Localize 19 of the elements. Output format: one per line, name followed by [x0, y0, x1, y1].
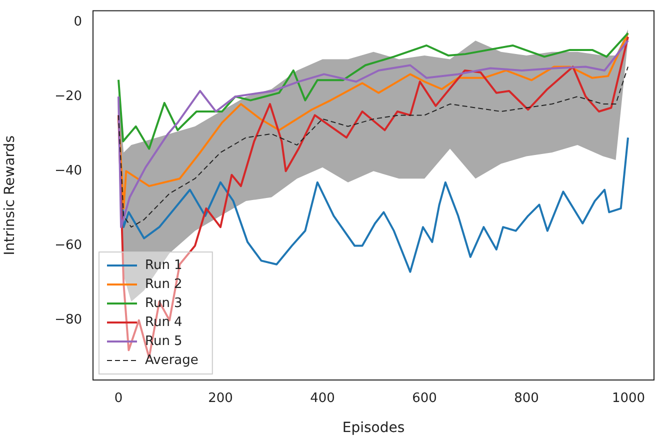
y-axis-title: Intrinsic Rewards	[2, 136, 18, 256]
y-tick-label: −20	[54, 88, 82, 104]
y-tick-label: −60	[54, 238, 82, 254]
y-tick-label: −80	[54, 312, 82, 328]
legend-label: Run 4	[145, 314, 182, 330]
legend-label: Average	[145, 352, 198, 368]
legend-label: Run 5	[145, 334, 182, 349]
x-tick-label: 400	[310, 391, 335, 406]
legend-label: Run 2	[145, 276, 182, 292]
y-tick-label: 0	[74, 14, 82, 30]
legend-label: Run 3	[145, 296, 182, 311]
y-tick-label: −40	[54, 164, 82, 179]
x-axis-title: Episodes	[342, 420, 405, 436]
x-tick-label: 1000	[612, 391, 646, 406]
legend-label: Run 1	[145, 258, 182, 273]
x-tick-label: 0	[114, 391, 123, 406]
x-tick-label: 200	[208, 391, 233, 406]
x-tick-label: 800	[514, 391, 539, 406]
x-tick-label: 600	[412, 391, 437, 406]
